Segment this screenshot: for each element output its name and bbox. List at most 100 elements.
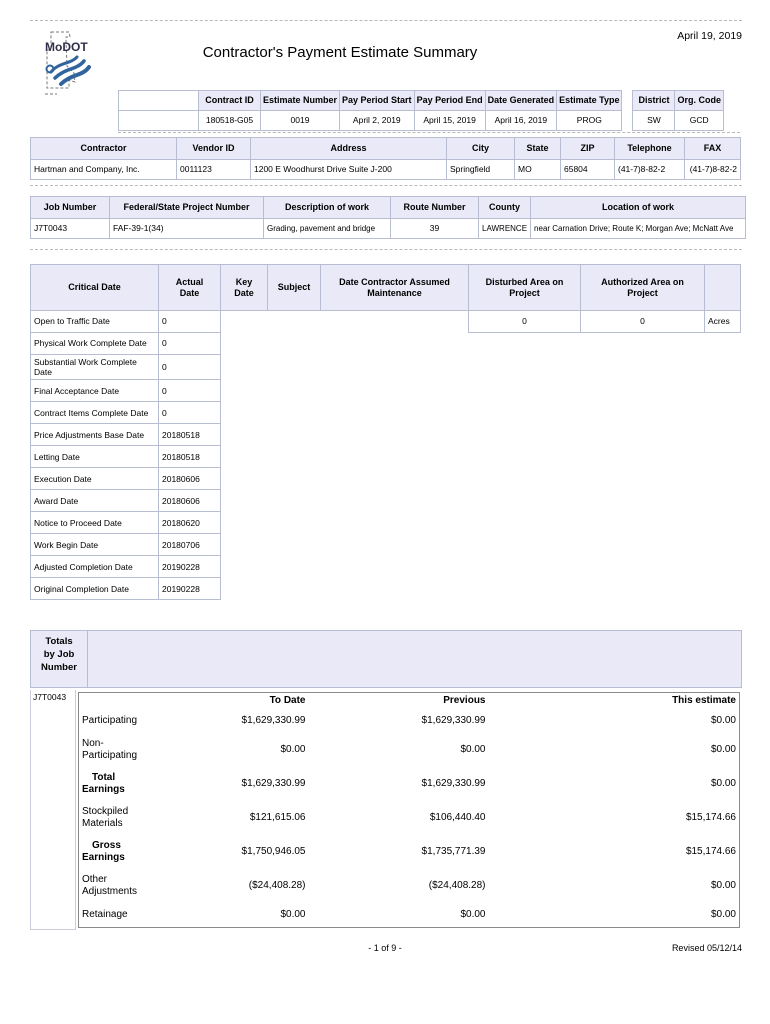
this-estimate-value: $0.00 <box>488 767 740 801</box>
col-header-address: Address <box>250 137 447 160</box>
authorized-area-value: 0 <box>580 310 705 333</box>
pay-period-start-value: April 2, 2019 <box>339 110 415 131</box>
critical-row: Price Adjustments Base Date 20180518 <box>30 423 741 447</box>
critical-row: Open to Traffic Date 0 0 0 Acres <box>30 310 741 333</box>
critical-date-label: Substantial Work Complete Date <box>30 353 159 381</box>
col-header-maintenance: Date Contractor Assumed Maintenance <box>320 264 469 311</box>
col-header-org-code: Org. Code <box>674 90 724 111</box>
revised-date: Revised 05/12/14 <box>671 943 742 953</box>
org-code-value: GCD <box>674 110 724 131</box>
actual-date-value: 20180518 <box>158 445 221 469</box>
col-header-district: District <box>632 90 676 111</box>
logo-wave-2 <box>53 59 86 80</box>
critical-date-label: Letting Date <box>30 445 159 469</box>
row-label: Stockpiled Materials <box>78 801 209 835</box>
col-header-this-estimate: This estimate <box>488 692 740 709</box>
critical-date-label: Work Begin Date <box>30 533 159 557</box>
actual-date-value: 20180706 <box>158 533 221 557</box>
page-number: - 1 of 9 - <box>368 943 402 953</box>
description-value: Grading, pavement and bridge <box>263 218 391 239</box>
previous-value: $1,735,771.39 <box>308 835 489 869</box>
zip-value: 65804 <box>560 159 615 180</box>
logo-text: MoDOT <box>45 40 88 54</box>
empty-cell <box>221 380 741 402</box>
critical-row: Letting Date 20180518 <box>30 445 741 469</box>
critical-date-label: Final Acceptance Date <box>30 379 159 403</box>
critical-row: Final Acceptance Date 0 <box>30 379 741 403</box>
critical-date-label: Execution Date <box>30 467 159 491</box>
actual-date-value: 0 <box>158 401 221 425</box>
col-header-subject: Subject <box>267 264 321 311</box>
col-header-disturbed-area: Disturbed Area on Project <box>468 264 581 311</box>
blank-cell <box>118 90 199 111</box>
critical-row: Award Date 20180606 <box>30 489 741 513</box>
col-header-city: City <box>446 137 515 160</box>
actual-date-value: 0 <box>158 332 221 355</box>
actual-date-value: 0 <box>158 353 221 381</box>
totals-job-number: J7T0043 <box>30 690 76 930</box>
previous-value: ($24,408.28) <box>308 869 489 903</box>
critical-dates-table: Critical Date Actual Date Key Date Subje… <box>30 264 741 601</box>
col-header-zip: ZIP <box>560 137 615 160</box>
col-header-fax: FAX <box>684 137 741 160</box>
critical-date-label: Adjusted Completion Date <box>30 555 159 579</box>
col-header-date-generated: Date Generated <box>484 90 558 111</box>
critical-row: Notice to Proceed Date 20180620 <box>30 511 741 535</box>
blank-cell <box>118 110 199 131</box>
critical-row: Original Completion Date 20190228 <box>30 577 741 601</box>
previous-value: $0.00 <box>308 903 489 927</box>
totals-row: Retainage $0.00 $0.00 $0.00 <box>78 903 740 927</box>
modot-logo: MoDOT <box>33 26 107 102</box>
previous-value: $106,440.40 <box>308 801 489 835</box>
totals-row: Non- Participating $0.00 $0.00 $0.00 <box>78 733 740 767</box>
col-header-job-number: Job Number <box>30 196 110 219</box>
this-estimate-value: $0.00 <box>488 709 740 733</box>
top-separator-line <box>30 20 742 21</box>
pay-period-end-value: April 15, 2019 <box>413 110 486 131</box>
col-header-key-date: Key Date <box>220 264 268 311</box>
col-header-estimate-number: Estimate Number <box>259 90 341 111</box>
critical-row: Execution Date 20180606 <box>30 467 741 491</box>
totals-financial-table: To Date Previous This estimate Participa… <box>78 692 740 928</box>
empty-cell <box>221 311 469 333</box>
totals-row: Participating $1,629,330.99 $1,629,330.9… <box>78 709 740 733</box>
this-estimate-value: $0.00 <box>488 869 740 903</box>
col-header-estimate-type: Estimate Type <box>556 90 623 111</box>
col-header-telephone: Telephone <box>614 137 685 160</box>
row-label: Non- Participating <box>78 733 209 767</box>
col-header-critical-date: Critical Date <box>30 264 159 311</box>
actual-date-value: 20180606 <box>158 489 221 513</box>
empty-cell <box>221 534 741 556</box>
empty-cell <box>221 333 741 355</box>
empty-cell <box>221 446 741 468</box>
col-header-contractor: Contractor <box>30 137 177 160</box>
vendor-id-value: 0011123 <box>176 159 251 180</box>
disturbed-area-value: 0 <box>468 310 581 333</box>
totals-column-headers: To Date Previous This estimate <box>78 692 740 709</box>
district-org-table: District Org. Code SW GCD <box>632 90 724 131</box>
separator-line <box>30 249 742 250</box>
totals-row: Other Adjustments ($24,408.28) ($24,408.… <box>78 869 740 903</box>
page-title: Contractor's Payment Estimate Summary <box>202 44 478 61</box>
col-header-state: State <box>514 137 561 160</box>
critical-date-label: Award Date <box>30 489 159 513</box>
empty-cell <box>221 424 741 446</box>
critical-row: Contract Items Complete Date 0 <box>30 401 741 425</box>
col-header-pay-period-end: Pay Period End <box>413 90 486 111</box>
totals-header-row: Totals by Job Number <box>30 630 742 688</box>
route-number-value: 39 <box>390 218 479 239</box>
report-date: April 19, 2019 <box>677 30 742 42</box>
contractor-name: Hartman and Company, Inc. <box>30 159 177 180</box>
estimate-number-value: 0019 <box>259 110 341 131</box>
modot-logo-graphic: MoDOT <box>45 31 91 95</box>
empty-cell <box>221 402 741 424</box>
actual-date-value: 20190228 <box>158 555 221 579</box>
critical-row: Substantial Work Complete Date 0 <box>30 353 741 381</box>
row-label: Participating <box>78 709 209 733</box>
estimate-type-value: PROG <box>556 110 623 131</box>
critical-row: Adjusted Completion Date 20190228 <box>30 555 741 579</box>
row-label: Other Adjustments <box>78 869 209 903</box>
totals-row: Gross Earnings $1,750,946.05 $1,735,771.… <box>78 835 740 869</box>
fax-value: (41-7)8-82-2 <box>684 159 741 180</box>
to-date-value: ($24,408.28) <box>208 869 309 903</box>
